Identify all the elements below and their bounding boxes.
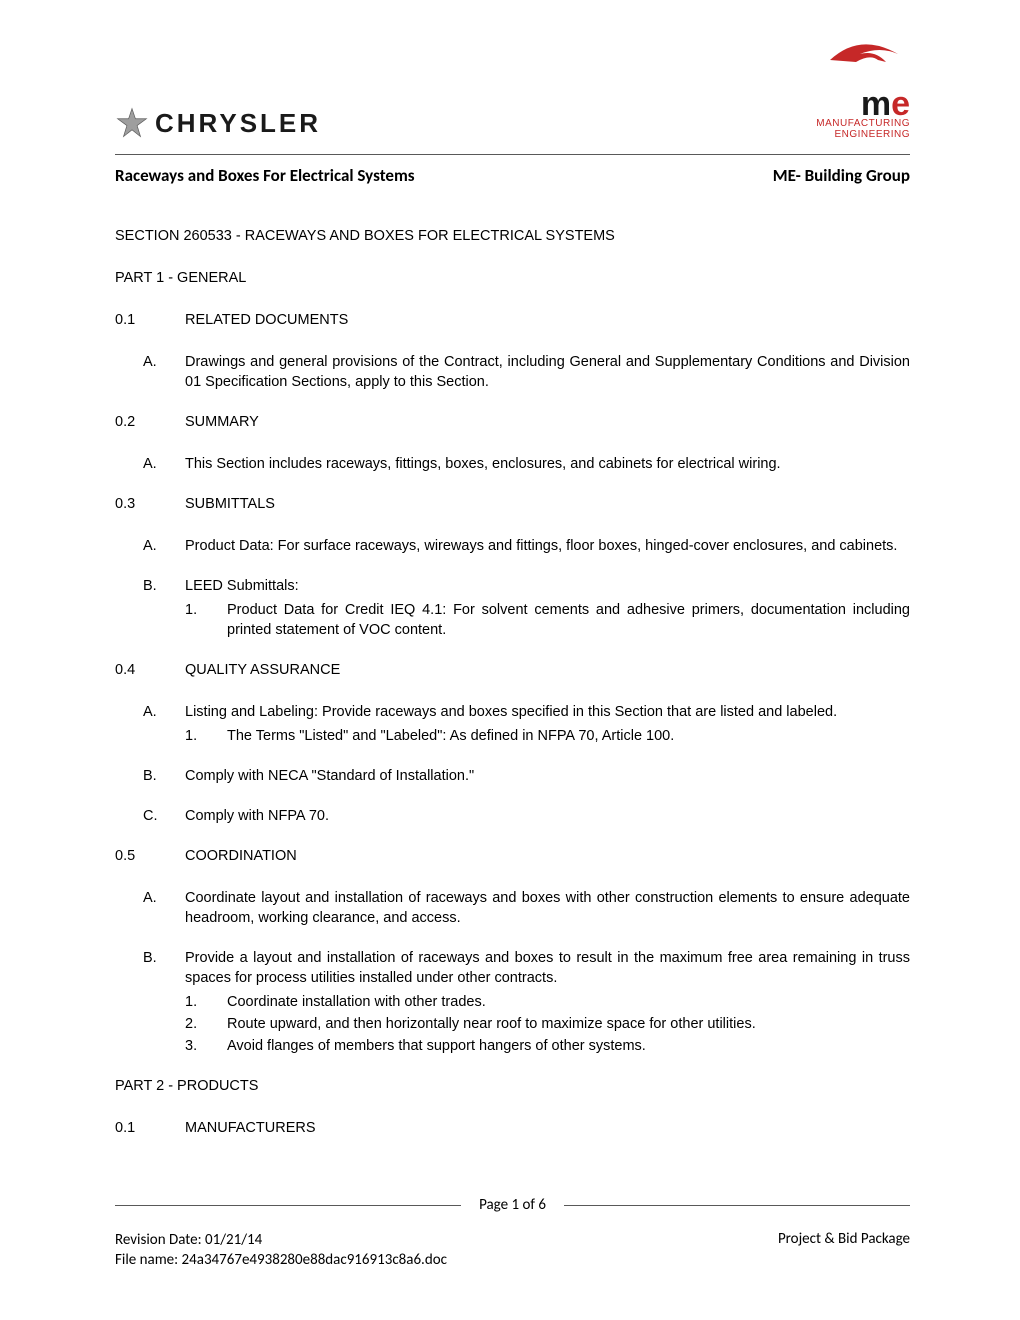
header-logos: CHRYSLER me MANUFACTURING ENGINEERING: [115, 60, 910, 140]
doc-title-left: Raceways and Boxes For Electrical System…: [115, 165, 415, 186]
item-0-5-B-2: 2. Route upward, and then horizontally n…: [115, 1014, 910, 1034]
title-row: Raceways and Boxes For Electrical System…: [115, 165, 910, 186]
item-0-5-B-1: 1. Coordinate installation with other tr…: [115, 992, 910, 1012]
item-0-1-A: A. Drawings and general provisions of th…: [115, 352, 910, 392]
part-2-title: PART 2 - PRODUCTS: [115, 1076, 910, 1096]
item-0-4-B: B. Comply with NECA "Standard of Install…: [115, 766, 910, 786]
file-name: File name: 24a34767e4938280e88dac916913c…: [115, 1250, 447, 1270]
item-0-4-A: A. Listing and Labeling: Provide raceway…: [115, 702, 910, 722]
footer-right: Project & Bid Package: [778, 1230, 910, 1271]
section-number-title: SECTION 260533 - RACEWAYS AND BOXES FOR …: [115, 226, 910, 246]
heading-0-5: 0.5 COORDINATION: [115, 846, 910, 866]
heading-0-4: 0.4 QUALITY ASSURANCE: [115, 660, 910, 680]
chrysler-logo-text: CHRYSLER: [155, 108, 321, 139]
me-logo-text: me: [816, 91, 910, 118]
doc-title-right: ME- Building Group: [773, 165, 910, 186]
part-1-title: PART 1 - GENERAL: [115, 268, 910, 288]
me-swoosh-icon: [820, 40, 910, 86]
chrysler-star-icon: [115, 106, 149, 140]
document-body: SECTION 260533 - RACEWAYS AND BOXES FOR …: [115, 226, 910, 1138]
item-0-3-B-1: 1. Product Data for Credit IEQ 4.1: For …: [115, 600, 910, 640]
item-0-5-B-3: 3. Avoid flanges of members that support…: [115, 1036, 910, 1056]
heading-0-2: 0.2 SUMMARY: [115, 412, 910, 432]
item-0-4-C: C. Comply with NFPA 70.: [115, 806, 910, 826]
page-number: Page 1 of 6: [479, 1196, 546, 1214]
heading-0-3: 0.3 SUBMITTALS: [115, 494, 910, 514]
item-0-5-B: B. Provide a layout and installation of …: [115, 948, 910, 988]
header-rule: [115, 154, 910, 155]
item-0-4-A-1: 1. The Terms "Listed" and "Labeled": As …: [115, 726, 910, 746]
item-0-5-A: A. Coordinate layout and installation of…: [115, 888, 910, 928]
heading-p2-0-1: 0.1 MANUFACTURERS: [115, 1118, 910, 1138]
me-logo-sub2: ENGINEERING: [816, 129, 910, 140]
footer-left: Revision Date: 01/21/14 File name: 24a34…: [115, 1230, 447, 1271]
me-logo: me MANUFACTURING ENGINEERING: [816, 40, 910, 140]
footer-rule: Page 1 of 6: [115, 1196, 910, 1214]
heading-0-1: 0.1 RELATED DOCUMENTS: [115, 310, 910, 330]
item-0-2-A: A. This Section includes raceways, fitti…: [115, 454, 910, 474]
chrysler-logo: CHRYSLER: [115, 106, 321, 140]
item-0-3-B: B. LEED Submittals:: [115, 576, 910, 596]
footer: Revision Date: 01/21/14 File name: 24a34…: [115, 1230, 910, 1271]
revision-date: Revision Date: 01/21/14: [115, 1230, 447, 1250]
item-0-3-A: A. Product Data: For surface raceways, w…: [115, 536, 910, 556]
me-logo-sub1: MANUFACTURING: [816, 118, 910, 129]
